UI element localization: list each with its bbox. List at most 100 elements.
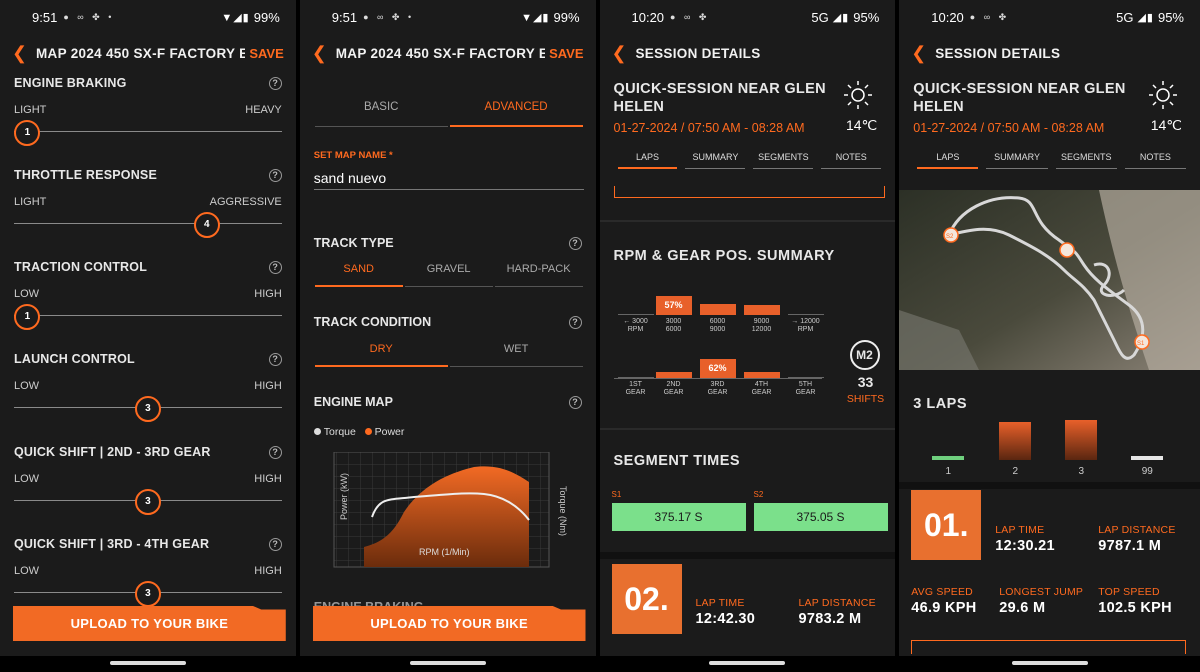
slider-max-label: HEAVY [245, 104, 282, 116]
tab-laps[interactable]: LAPS [917, 152, 979, 169]
help-icon[interactable]: ? [568, 395, 582, 409]
track-map[interactable]: S2 S1 [899, 190, 1200, 370]
rpm-label: 9000 12000 [751, 318, 772, 333]
slider-max-label: HIGH [254, 380, 282, 392]
status-bar: 9:51 ● ∞ ✤ • ▼◢▮ 99% [300, 0, 596, 34]
avg-speed-label: AVG SPEED [911, 586, 973, 598]
gear-label: 5TH GEAR [795, 381, 816, 396]
slider-knob[interactable]: 3 [134, 581, 161, 607]
save-button[interactable]: SAVE [249, 45, 284, 61]
upload-button[interactable]: UPLOAD TO YOUR BIKE [312, 606, 586, 641]
shifts-value: 33 [857, 374, 874, 390]
home-indicator[interactable] [409, 661, 486, 665]
help-icon[interactable]: ? [268, 260, 282, 274]
tab-sand[interactable]: SAND [314, 263, 403, 287]
wifi-signal-icon: ▼◢▮ [221, 11, 250, 24]
back-arrow-icon[interactable]: ❮ [12, 42, 28, 63]
slider-min-label: LOW [14, 565, 40, 577]
lap-bar[interactable] [1065, 420, 1098, 460]
slider-knob[interactable]: 1 [14, 304, 41, 330]
slider-knob[interactable]: 3 [134, 489, 161, 515]
slider-knob[interactable]: 3 [134, 396, 161, 422]
rpm-bar [787, 314, 824, 315]
torque-curve [370, 492, 530, 521]
slider-track[interactable]: 3 [14, 489, 282, 515]
help-icon[interactable]: ? [268, 445, 282, 459]
gear-bar [699, 359, 736, 378]
help-icon[interactable]: ? [268, 76, 282, 90]
avg-speed-value: 46.9 KPH [911, 600, 977, 616]
slider-title: TRACTION CONTROL [14, 260, 148, 274]
help-icon[interactable]: ? [268, 168, 282, 182]
back-arrow-icon[interactable]: ❮ [611, 42, 627, 63]
tab-hard-pack[interactable]: HARD-PACK [494, 263, 583, 287]
marker-s2: S2 [946, 234, 954, 240]
slider-knob[interactable]: 4 [193, 212, 220, 238]
lap-number[interactable]: 01. [911, 490, 982, 560]
home-indicator[interactable] [109, 661, 186, 665]
app-header: ❮ MAP 2024 450 SX-F FACTORY ED... SAVE [0, 38, 296, 68]
page-title: SESSION DETAILS [635, 45, 761, 61]
app-header: ❮ SESSION DETAILS [899, 38, 1200, 68]
track-map-svg: S2 S1 [899, 190, 1200, 370]
session-tabs: LAPS SUMMARY SEGMENTS NOTES [913, 152, 1190, 169]
notification-icons: ● ∞ ✤ [670, 11, 710, 22]
tab-dry[interactable]: DRY [314, 343, 448, 367]
tab-segments[interactable]: SEGMENTS [1055, 152, 1117, 169]
lap-distance-label: LAP DISTANCE [1098, 524, 1176, 536]
home-indicator[interactable] [1011, 661, 1088, 665]
tab-gravel[interactable]: GRAVEL [404, 263, 493, 287]
save-button[interactable]: SAVE [549, 45, 584, 61]
slider-track[interactable]: 1 [14, 120, 282, 146]
tab-notes[interactable]: NOTES [821, 152, 882, 169]
track-line [946, 196, 1145, 360]
network-type: 5G [1116, 9, 1134, 25]
tab-wet[interactable]: WET [449, 343, 583, 367]
help-icon[interactable]: ? [568, 315, 582, 329]
help-icon[interactable]: ? [568, 236, 582, 250]
tab-notes[interactable]: NOTES [1124, 152, 1186, 169]
slider-knob[interactable]: 1 [14, 120, 41, 146]
phone-session-summary: 10:20 ● ∞ ✤ 5G ◢▮ 95% ❮ SESSION DETAILS QU… [599, 0, 896, 672]
map-name-input[interactable]: sand nuevo [313, 170, 584, 190]
lap-bar[interactable] [999, 422, 1032, 460]
gear-bar [787, 377, 824, 378]
slider-min-label: LOW [14, 473, 40, 485]
power-curve [363, 466, 529, 567]
tab-summary[interactable]: SUMMARY [685, 152, 746, 169]
lap-time-label: LAP TIME [995, 524, 1045, 536]
engine-map-title: ENGINE MAP [313, 395, 393, 409]
rpm-pct: 57% [664, 300, 683, 310]
help-icon[interactable]: ? [268, 537, 282, 551]
slider-section: QUICK SHIFT | 3RD - 4TH GEAR? LOW HIGH 3 [14, 537, 282, 607]
gear-pct: 62% [708, 363, 727, 373]
track-condition-tabs: DRY WET [314, 343, 584, 367]
slider-track[interactable]: 3 [14, 581, 282, 607]
segment-s1-time: 375.17 S [611, 503, 746, 531]
lap-bar[interactable] [932, 456, 965, 460]
slider-track[interactable]: 4 [14, 212, 282, 238]
back-arrow-icon[interactable]: ❮ [311, 42, 327, 63]
lap-number[interactable]: 02. [611, 564, 682, 634]
slider-track[interactable]: 3 [14, 396, 282, 422]
lap-bar[interactable] [1131, 456, 1164, 460]
tab-segments[interactable]: SEGMENTS [753, 152, 814, 169]
tab-laps[interactable]: LAPS [617, 152, 678, 169]
tab-advanced[interactable]: ADVANCED [449, 101, 583, 127]
status-time: 9:51 [331, 9, 358, 25]
back-arrow-icon[interactable]: ❮ [911, 42, 927, 63]
slider-title: ENGINE BRAKING [14, 76, 127, 90]
help-icon[interactable]: ? [268, 352, 282, 366]
home-indicator[interactable] [709, 661, 786, 665]
slider-min-label: LOW [14, 288, 40, 300]
tab-summary[interactable]: SUMMARY [986, 152, 1048, 169]
tab-basic[interactable]: BASIC [314, 101, 448, 127]
slider-max-label: HIGH [254, 473, 282, 485]
page-title: MAP 2024 450 SX-F FACTORY ED... [335, 45, 546, 61]
lap-time-value: 12:30.21 [995, 538, 1055, 554]
upload-button[interactable]: UPLOAD TO YOUR BIKE [13, 606, 286, 641]
lap-time-label: LAP TIME [695, 597, 745, 609]
torque-dot-icon [313, 428, 321, 435]
wifi-signal-icon: ▼◢▮ [521, 11, 550, 24]
slider-track[interactable]: 1 [14, 304, 282, 330]
